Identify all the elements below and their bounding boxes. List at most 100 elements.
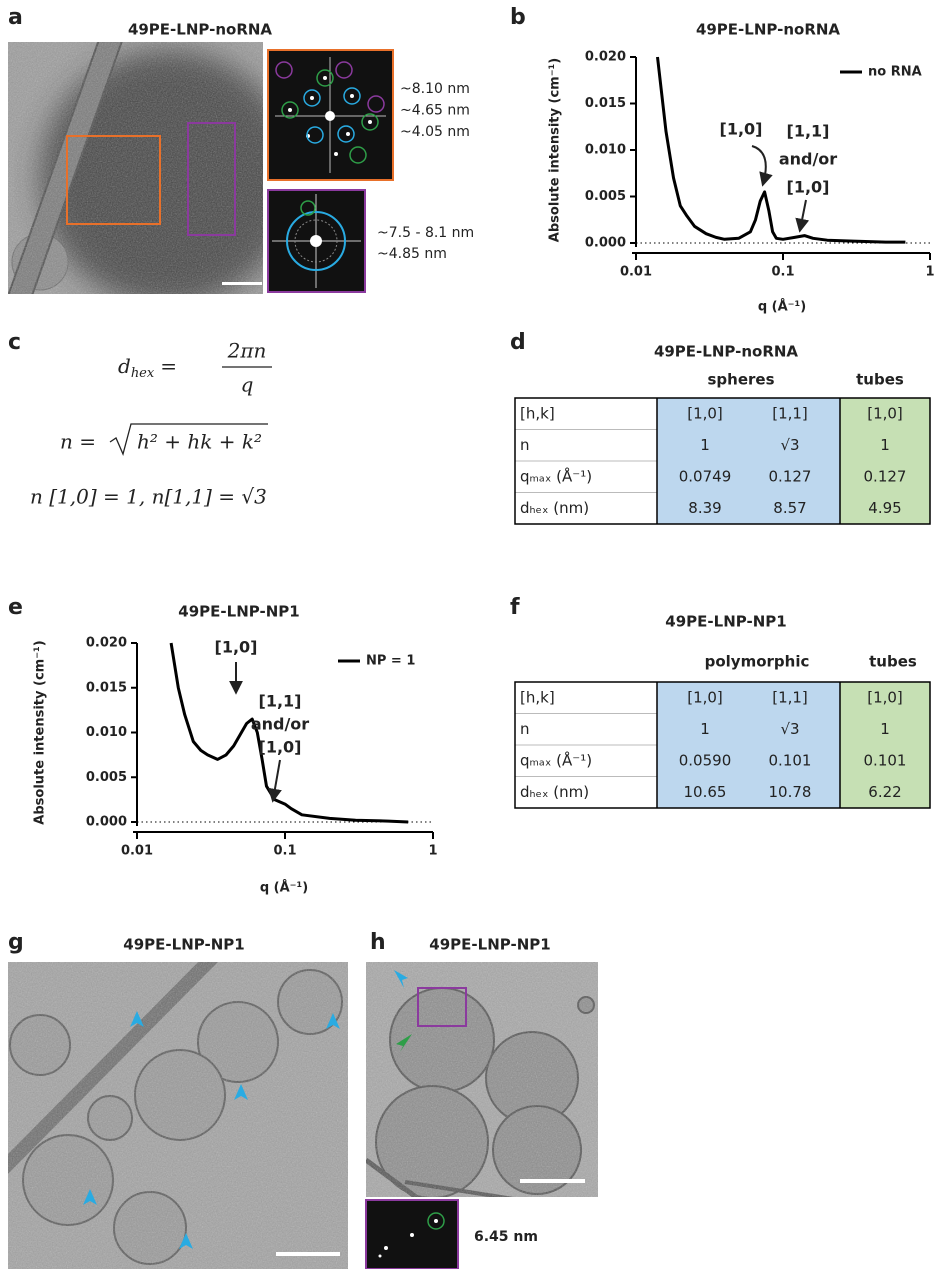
arrowhead: [130, 1011, 144, 1027]
x-tick-label: 0.01: [121, 844, 153, 859]
fft-spot: [310, 96, 314, 100]
table-cell: n: [520, 720, 530, 738]
legend-label: no RNA: [868, 65, 922, 80]
legend-label: NP = 1: [366, 654, 415, 669]
micrograph: [8, 42, 263, 294]
y-tick-label: 0.020: [585, 50, 626, 65]
cell-bg: [657, 682, 840, 808]
y-tick-label: 0.020: [86, 636, 127, 651]
y-tick-label: 0.010: [86, 725, 127, 740]
fft-ring: [335, 61, 353, 79]
table-cell: √3: [780, 720, 799, 738]
y-tick-label: 0.015: [585, 96, 626, 111]
cell-bg: [840, 398, 930, 524]
table-cell: [1,0]: [867, 688, 903, 706]
arrowhead: [394, 970, 408, 988]
equation: n [1,0] = 1, n[1,1] = √3: [30, 485, 267, 509]
table-cell: 1: [880, 720, 890, 738]
column-group: tubes: [856, 371, 904, 389]
arrow: [751, 145, 773, 187]
equation: n =: [60, 430, 96, 454]
eq-sign: =: [160, 354, 177, 378]
fft-ring: [300, 200, 316, 216]
x-tick-label: 0.01: [620, 265, 652, 280]
table-cell: qₘₐₓ (Å⁻¹): [520, 750, 592, 769]
equation: dhex =: [118, 354, 177, 381]
fft-ring: [316, 69, 334, 87]
panel-title: 49PE-LNP-NP1: [665, 613, 786, 631]
chart-title: 49PE-LNP-NP1: [178, 603, 299, 621]
fft-ring: [281, 101, 299, 119]
chart-title: 49PE-LNP-noRNA: [696, 21, 840, 39]
fft-spot: [384, 1246, 388, 1250]
panel-letter: c: [8, 330, 21, 355]
y-tick-label: 0.000: [585, 236, 626, 251]
annotation: [1,1]: [787, 122, 830, 141]
x-tick-label: 0.1: [273, 844, 296, 859]
fft-spot: [378, 1254, 382, 1258]
table-cell: 1: [700, 436, 710, 454]
arrow: [795, 199, 810, 233]
table-cell: 8.39: [688, 499, 721, 517]
table-cell: [1,0]: [687, 688, 723, 706]
arrowhead: [179, 1233, 193, 1249]
table-border: [514, 681, 931, 809]
scale-bar: [520, 1179, 585, 1183]
table-cell: 10.78: [769, 783, 812, 801]
arrowhead: [326, 1013, 340, 1029]
fft-spot: [346, 132, 350, 136]
fft-ring: [343, 87, 361, 105]
grain: [8, 962, 348, 1269]
micrograph: [366, 962, 598, 1197]
eq-denominator: q: [241, 373, 254, 397]
arrowhead: [234, 1084, 248, 1100]
table-cell: [1,0]: [867, 404, 903, 422]
annotation: [1,0]: [720, 120, 763, 139]
arrowhead: [83, 1189, 97, 1205]
panel-letter: a: [8, 5, 23, 30]
annotation: [1,0]: [215, 638, 258, 657]
panel-letter: b: [510, 5, 526, 30]
table-cell: √3: [780, 436, 799, 454]
fft-spot: [410, 1233, 414, 1237]
fft-ring: [349, 146, 367, 164]
table-cell: dₕₑₓ (nm): [520, 783, 589, 801]
annotation: [1,1]: [259, 692, 302, 711]
fft-spot: [334, 152, 338, 156]
fft-label: ~4.65 nm: [400, 103, 470, 119]
fft-spot: [288, 108, 292, 112]
table-cell: n: [520, 436, 530, 454]
roi-box: [187, 122, 236, 236]
annotation: [1,0]: [259, 738, 302, 757]
y-axis-label: Absolute intensity (cm⁻¹): [33, 640, 48, 824]
eq-radicand: h² + hk + k²: [137, 430, 262, 454]
y-tick-label: 0.005: [86, 770, 127, 785]
series-line: [169, 642, 409, 824]
table-cell: 0.101: [769, 751, 812, 769]
table-cell: 0.0749: [679, 467, 732, 485]
table-cell: qₘₐₓ (Å⁻¹): [520, 466, 592, 485]
arrowhead: [396, 1034, 412, 1052]
table-cell: [h,k]: [520, 404, 555, 422]
fft-spot: [325, 111, 335, 121]
panel-letter: e: [8, 595, 23, 620]
y-tick-label: 0.015: [86, 680, 127, 695]
panel-title: 49PE-LNP-noRNA: [654, 343, 798, 361]
cell-bg: [657, 398, 840, 524]
table-cell: [1,1]: [772, 404, 808, 422]
grain: [8, 42, 263, 294]
table-cell: 6.22: [868, 783, 901, 801]
eq-numerator: 2πn: [227, 339, 267, 363]
annotation: and/or: [251, 715, 309, 734]
annotation: [1,0]: [787, 178, 830, 197]
table-cell: [1,1]: [772, 688, 808, 706]
roi-box: [66, 135, 161, 225]
scale-bar: [222, 282, 262, 285]
x-axis-label: q (Å⁻¹): [260, 880, 308, 896]
fft-ring: [306, 126, 324, 144]
fft-spot: [434, 1219, 438, 1223]
cell-bg: [840, 682, 930, 808]
fft-ring: [361, 113, 379, 131]
fft-spot: [350, 94, 354, 98]
